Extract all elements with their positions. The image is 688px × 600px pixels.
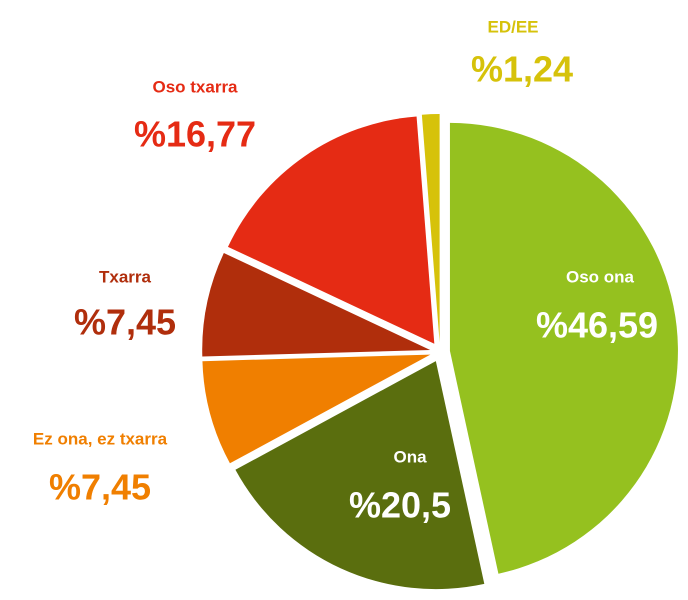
slice-name: Oso txarra: [152, 77, 238, 96]
slice-value: %16,77: [134, 114, 256, 155]
slice-name: Ez ona, ez txarra: [33, 429, 168, 448]
slice-name: Ona: [393, 447, 427, 466]
slice-value: %1,24: [471, 49, 573, 90]
slice-value: %7,45: [49, 467, 151, 508]
pie-slice: [202, 253, 431, 357]
slice-value: %20,5: [349, 485, 451, 526]
slice-value: %7,45: [74, 302, 176, 343]
slice-name: Txarra: [99, 267, 152, 286]
pie-slice: [227, 116, 435, 344]
slice-name: ED/EE: [487, 17, 538, 36]
pie-slice: [449, 122, 678, 574]
pie-slice: [235, 361, 485, 590]
pie-slice: [202, 354, 431, 464]
slice-value: %46,59: [536, 305, 658, 346]
slice-name: Oso ona: [566, 267, 635, 286]
pie-slice: [421, 114, 440, 343]
